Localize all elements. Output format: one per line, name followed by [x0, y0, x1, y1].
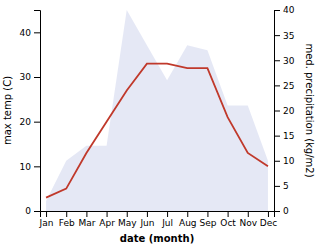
tick-label: Oct: [220, 218, 236, 228]
y2-axis: 0 5 10 15 20 25 30 35 40: [274, 5, 295, 216]
axis-line: [275, 11, 281, 212]
axis-line: [34, 11, 41, 212]
tick-label: 5: [283, 181, 289, 191]
tick-mark: [274, 136, 280, 137]
tick-mark: [274, 211, 280, 212]
tick-mark: [187, 211, 188, 217]
tick: Dec: [260, 211, 277, 228]
tick-mark: [274, 35, 280, 36]
x-axis-title: date (month): [120, 233, 194, 244]
tick: 20: [20, 117, 40, 127]
tick: 0: [25, 206, 40, 216]
tick-mark: [46, 211, 47, 217]
tick-label: Jun: [139, 218, 154, 228]
tick: 10: [20, 162, 40, 172]
tick-mark: [34, 122, 40, 123]
tick-label: Feb: [59, 218, 75, 228]
tick-mark: [34, 211, 40, 212]
tick-mark: [34, 32, 40, 33]
tick-label: 40: [20, 28, 32, 38]
tick-label: 25: [283, 81, 294, 91]
tick-label: 30: [20, 72, 32, 82]
plot-area: [46, 10, 268, 211]
tick-label: Jan: [39, 218, 54, 228]
tick: Nov: [239, 211, 257, 228]
tick: 0: [274, 206, 289, 216]
tick-mark: [248, 211, 249, 217]
tick: Feb: [59, 211, 75, 228]
tick: 40: [274, 5, 295, 15]
tick: 20: [274, 106, 295, 116]
tick-label: 10: [283, 156, 295, 166]
tick-label: Jul: [161, 218, 173, 228]
tick-label: Apr: [99, 218, 115, 228]
tick: Jun: [139, 211, 154, 228]
tick-label: 0: [283, 206, 289, 216]
tick-label: Nov: [239, 218, 257, 228]
tick-mark: [228, 211, 229, 217]
tick: 5: [274, 181, 289, 191]
tick-label: 10: [20, 162, 32, 172]
tick-label: Dec: [260, 218, 277, 228]
tick-label: 0: [25, 206, 31, 216]
temperature-line: [46, 64, 268, 198]
y-axis: 0 10 20 30 40: [20, 11, 41, 217]
tick-mark: [207, 211, 208, 217]
tick: 25: [274, 81, 294, 91]
tick-mark: [274, 111, 280, 112]
tick-label: 20: [20, 117, 32, 127]
tick-mark: [274, 10, 280, 11]
tick-mark: [268, 211, 269, 217]
tick-mark: [167, 211, 168, 217]
tick: 40: [20, 28, 40, 38]
tick-mark: [274, 60, 280, 61]
tick-label: 15: [283, 131, 294, 141]
tick: Jan: [39, 211, 54, 228]
tick: Jul: [161, 211, 173, 228]
tick-label: Aug: [179, 218, 197, 228]
tick-label: 40: [283, 5, 295, 15]
tick: 30: [274, 56, 295, 66]
tick-label: 35: [283, 31, 294, 41]
tick: Apr: [99, 211, 115, 228]
tick-label: 20: [283, 106, 295, 116]
x-axis: Jan FebMar AprMayJun Jul AugSep OctNovDec: [39, 211, 278, 228]
tick-mark: [274, 161, 280, 162]
tick: 15: [274, 131, 294, 141]
tick: Mar: [78, 211, 95, 228]
tick: 30: [20, 72, 40, 82]
tick-label: Sep: [199, 218, 216, 228]
tick-mark: [147, 211, 148, 217]
tick-mark: [107, 211, 108, 217]
tick: May: [118, 211, 137, 228]
tick-mark: [274, 186, 280, 187]
axis-line: [41, 212, 275, 218]
tick-label: 30: [283, 56, 295, 66]
precipitation-area: [46, 10, 268, 211]
tick-mark: [274, 85, 280, 86]
tick-mark: [66, 211, 67, 217]
tick-mark: [127, 211, 128, 217]
tick-label: Mar: [78, 218, 95, 228]
tick: 10: [274, 156, 295, 166]
tick-mark: [34, 77, 40, 78]
tick: 35: [274, 31, 294, 41]
tick: Sep: [199, 211, 216, 228]
chart: Jan FebMar AprMayJun Jul AugSep OctNovDec 0 10 2…: [0, 0, 318, 247]
tick-mark: [34, 166, 40, 167]
tick: Aug: [179, 211, 197, 228]
y2-axis-title: med. precipitation (kg/m2): [304, 43, 315, 177]
tick-label: May: [118, 218, 137, 228]
y-axis-title: max temp (C): [2, 76, 13, 145]
tick-mark: [86, 211, 87, 217]
tick: Oct: [220, 211, 236, 228]
